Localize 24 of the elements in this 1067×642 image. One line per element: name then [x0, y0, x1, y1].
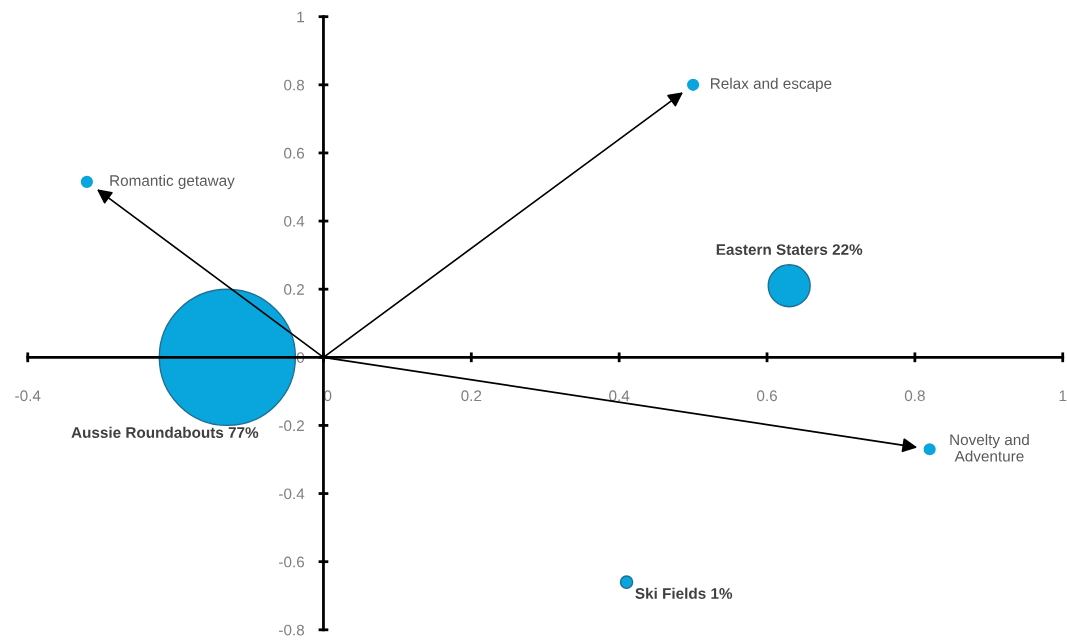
y-tick-label: 0.4 [284, 215, 305, 227]
x-tick-label: 0.2 [461, 390, 482, 402]
series-label: Novelty and Adventure [950, 433, 1029, 462]
y-tick-label: 0.6 [284, 147, 305, 159]
point [687, 78, 700, 91]
series-label: Eastern Staters 22% [716, 244, 863, 255]
x-tick-label: 0.8 [904, 390, 925, 402]
y-tick-label: -0.4 [279, 488, 305, 500]
x-tick-label: 0.4 [609, 390, 630, 402]
y-tick-label: -0.2 [279, 420, 304, 432]
y-tick-label: 0.8 [284, 79, 305, 91]
x-tick-label: 0.6 [757, 390, 777, 402]
y-tick-label: -0.6 [279, 556, 305, 568]
x-tick-label: -0.4 [15, 390, 41, 402]
y-tick-label: -0.8 [279, 624, 305, 636]
y-tick-label: 1 [297, 11, 304, 23]
point [80, 175, 93, 188]
series-label: Ski Fields 1% [635, 587, 733, 599]
series-label: Aussie Roundabouts 77% [71, 426, 259, 438]
series-label: Romantic getaway [110, 174, 235, 190]
y-tick-label: 0.2 [284, 284, 304, 295]
series-label: Relax and escape [711, 77, 832, 92]
point [923, 443, 936, 456]
x-tick-label: 1 [1059, 390, 1067, 402]
